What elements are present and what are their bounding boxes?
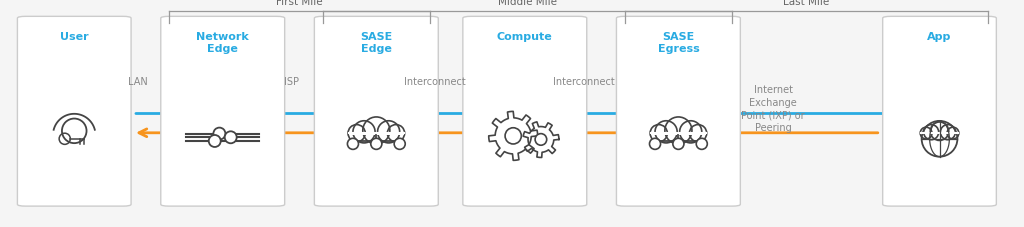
- Ellipse shape: [655, 121, 677, 143]
- Ellipse shape: [353, 121, 375, 143]
- Text: User: User: [60, 32, 88, 42]
- Ellipse shape: [347, 138, 358, 149]
- Ellipse shape: [348, 125, 366, 142]
- FancyBboxPatch shape: [314, 16, 438, 206]
- Ellipse shape: [209, 135, 221, 147]
- Ellipse shape: [924, 125, 939, 140]
- Ellipse shape: [689, 125, 707, 142]
- Ellipse shape: [213, 128, 225, 140]
- FancyBboxPatch shape: [17, 16, 131, 206]
- Text: Internet
Exchange
Point (IXP) or
Peering: Internet Exchange Point (IXP) or Peering: [741, 85, 805, 133]
- Ellipse shape: [650, 125, 668, 142]
- Polygon shape: [523, 122, 559, 158]
- Ellipse shape: [665, 117, 692, 144]
- Text: Interconnect: Interconnect: [553, 77, 614, 87]
- Ellipse shape: [696, 138, 708, 149]
- Text: SASE
Edge: SASE Edge: [360, 32, 392, 54]
- Text: App: App: [928, 32, 951, 42]
- FancyBboxPatch shape: [161, 16, 285, 206]
- Text: Interconnect: Interconnect: [404, 77, 466, 87]
- Ellipse shape: [378, 121, 399, 143]
- Text: ISP: ISP: [285, 77, 299, 87]
- Text: First Mile: First Mile: [276, 0, 323, 7]
- Ellipse shape: [930, 122, 949, 141]
- FancyBboxPatch shape: [463, 16, 587, 206]
- Text: Network
Edge: Network Edge: [197, 32, 249, 54]
- FancyBboxPatch shape: [616, 16, 740, 206]
- Text: Compute: Compute: [497, 32, 553, 42]
- Ellipse shape: [536, 134, 547, 145]
- Ellipse shape: [649, 138, 660, 149]
- Ellipse shape: [371, 138, 382, 149]
- Ellipse shape: [505, 128, 521, 144]
- Bar: [348, 133, 404, 135]
- Ellipse shape: [357, 115, 395, 152]
- Ellipse shape: [224, 131, 237, 143]
- Ellipse shape: [387, 125, 404, 142]
- Polygon shape: [488, 111, 538, 160]
- Text: SASE
Egress: SASE Egress: [657, 32, 699, 54]
- Ellipse shape: [680, 121, 701, 143]
- Ellipse shape: [394, 138, 406, 149]
- Ellipse shape: [362, 117, 390, 144]
- Ellipse shape: [947, 127, 958, 139]
- Bar: [921, 133, 958, 134]
- Ellipse shape: [673, 138, 684, 149]
- Ellipse shape: [659, 115, 697, 152]
- FancyBboxPatch shape: [883, 16, 996, 206]
- Text: Middle Mile: Middle Mile: [498, 0, 557, 7]
- Text: LAN: LAN: [128, 77, 148, 87]
- Ellipse shape: [940, 125, 955, 140]
- Bar: [650, 133, 707, 135]
- Ellipse shape: [927, 121, 952, 146]
- Ellipse shape: [921, 127, 932, 139]
- Text: Last Mile: Last Mile: [783, 0, 829, 7]
